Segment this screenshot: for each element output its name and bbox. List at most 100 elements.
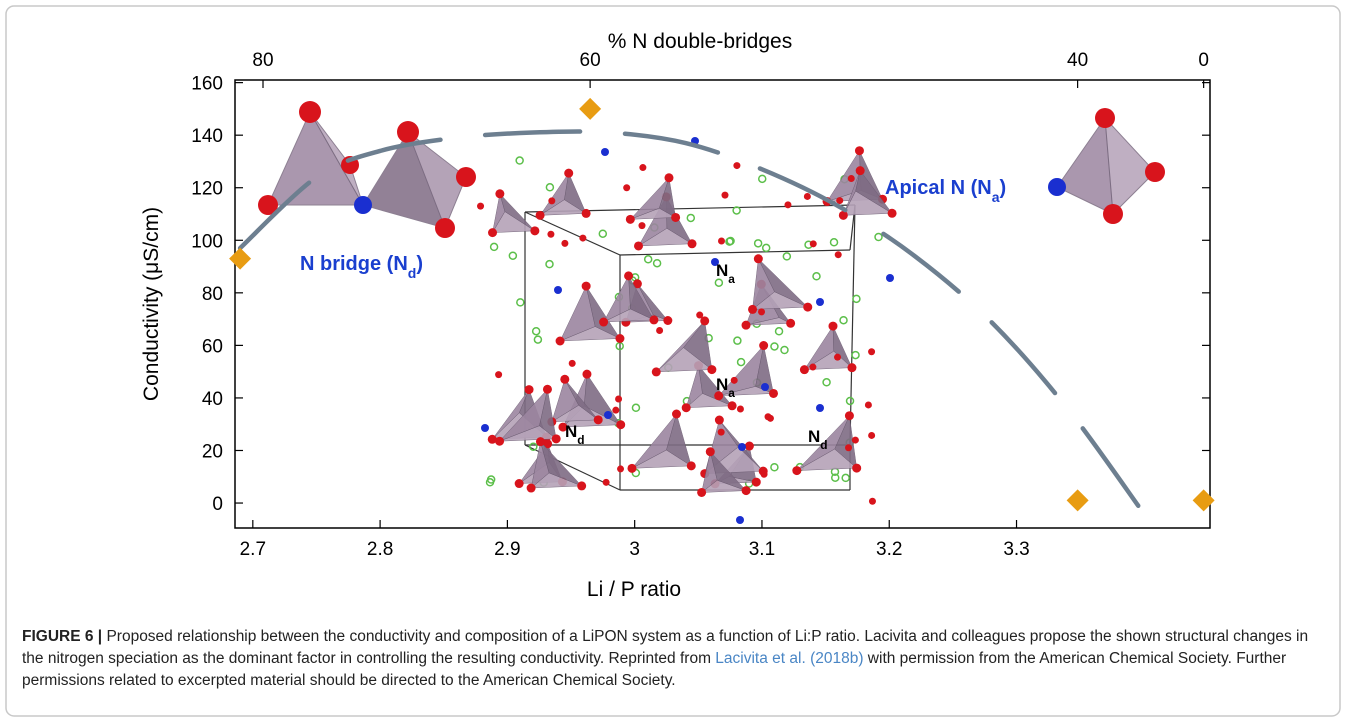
oxygen-atom xyxy=(792,466,801,475)
structure-illustration xyxy=(258,101,1165,524)
nitrogen-atom xyxy=(604,411,612,419)
oxygen-atom xyxy=(706,447,715,456)
oxygen-atom xyxy=(599,318,608,327)
oxygen-atom xyxy=(561,240,568,247)
lithium-atom xyxy=(632,404,639,411)
lithium-atom xyxy=(853,295,860,302)
lithium-atom xyxy=(759,175,766,182)
oxygen-atom xyxy=(800,365,809,374)
nitrogen-atom xyxy=(816,404,824,412)
oxygen-atom xyxy=(552,434,561,443)
oxygen-atom xyxy=(733,162,740,169)
y-tick-label: 120 xyxy=(191,179,223,200)
oxygen-atom xyxy=(721,192,728,199)
oxygen-atom xyxy=(845,444,852,451)
lithium-atom xyxy=(771,343,778,350)
oxygen-atom xyxy=(456,167,476,187)
oxygen-atom xyxy=(731,377,738,384)
lithium-atom xyxy=(715,279,722,286)
oxygen-atom xyxy=(696,312,703,319)
lithium-atom xyxy=(516,157,523,164)
lithium-atom xyxy=(755,240,762,247)
oxygen-atom xyxy=(888,209,897,218)
y-axis-label: Conductivity (μS/cm) xyxy=(140,207,163,401)
oxygen-atom xyxy=(718,238,725,245)
oxygen-atom xyxy=(495,189,504,198)
lithium-atom xyxy=(687,214,694,221)
annotation-subscript: d xyxy=(820,438,827,452)
annotation-subscript: d xyxy=(408,265,417,281)
oxygen-atom xyxy=(617,465,624,472)
figure: Li / P ratio % N double-bridges Conducti… xyxy=(0,0,1346,722)
caption-link[interactable]: Lacivita et al. (2018b) xyxy=(715,650,863,667)
annotation-text: N xyxy=(716,261,728,280)
oxygen-atom xyxy=(865,401,872,408)
lithium-atom xyxy=(654,260,661,267)
annotation-text: N bridge (N xyxy=(300,253,408,275)
annotation-subscript: a xyxy=(728,386,735,400)
oxygen-atom xyxy=(672,410,681,419)
lithium-atom xyxy=(533,328,540,335)
data-point xyxy=(1067,489,1089,511)
oxygen-atom xyxy=(527,484,536,493)
oxygen-atom xyxy=(869,498,876,505)
oxygen-atom xyxy=(515,479,524,488)
cell-edge xyxy=(620,250,850,255)
oxygen-atom xyxy=(560,375,569,384)
x-tick-label: 3.1 xyxy=(749,539,775,560)
oxygen-atom xyxy=(435,218,455,238)
annotation-text: Apical N (N xyxy=(885,177,992,199)
oxygen-atom xyxy=(1095,108,1115,128)
nitrogen-atom xyxy=(481,424,489,432)
x2-axis-label: % N double-bridges xyxy=(608,30,792,53)
oxygen-atom xyxy=(536,437,545,446)
oxygen-atom xyxy=(1103,204,1123,224)
oxygen-atom xyxy=(682,403,691,412)
oxygen-atom xyxy=(615,396,622,403)
y-tick-label: 80 xyxy=(202,284,223,305)
oxygen-atom xyxy=(810,240,817,247)
oxygen-atom xyxy=(697,488,706,497)
oxygen-atom xyxy=(847,363,856,372)
oxygen-atom xyxy=(754,254,763,263)
caption: FIGURE 6 | Proposed relationship between… xyxy=(22,626,1322,692)
oxygen-atom xyxy=(852,437,859,444)
oxygen-atom xyxy=(809,364,816,371)
oxygen-atom xyxy=(1145,162,1165,182)
lithium-atom xyxy=(645,256,652,263)
y-tick-label: 140 xyxy=(191,126,223,147)
lithium-atom xyxy=(763,244,770,251)
lithium-atom xyxy=(847,397,854,404)
nitrogen-atom xyxy=(354,196,372,214)
lithium-atom xyxy=(823,379,830,386)
lithium-atom xyxy=(738,359,745,366)
oxygen-atom xyxy=(569,360,576,367)
oxygen-atom xyxy=(765,413,772,420)
lithium-atom xyxy=(831,239,838,246)
annotation-text: ) xyxy=(999,177,1006,199)
oxygen-atom xyxy=(715,416,724,425)
oxygen-atom xyxy=(547,231,554,238)
oxygen-atom xyxy=(624,271,633,280)
lithium-atom xyxy=(546,261,553,268)
oxygen-atom xyxy=(652,367,661,376)
oxygen-atom xyxy=(761,471,768,478)
oxygen-atom xyxy=(707,365,716,374)
oxygen-atom xyxy=(752,478,761,487)
nitrogen-atom xyxy=(761,383,769,391)
lithium-atom xyxy=(509,252,516,259)
oxygen-atom xyxy=(742,321,751,330)
nitrogen-atom xyxy=(1048,178,1066,196)
oxygen-atom xyxy=(623,184,630,191)
oxygen-atom xyxy=(627,464,636,473)
y-tick-label: 100 xyxy=(191,231,223,252)
annotation: Na xyxy=(716,261,735,286)
oxygen-atom xyxy=(579,235,586,242)
oxygen-atom xyxy=(828,322,837,331)
annotation-text: N xyxy=(808,427,820,446)
y-tick-label: 40 xyxy=(202,389,223,410)
oxygen-atom xyxy=(742,486,751,495)
oxygen-atom xyxy=(688,239,697,248)
oxygen-atom xyxy=(615,334,624,343)
oxygen-atom xyxy=(536,211,545,220)
